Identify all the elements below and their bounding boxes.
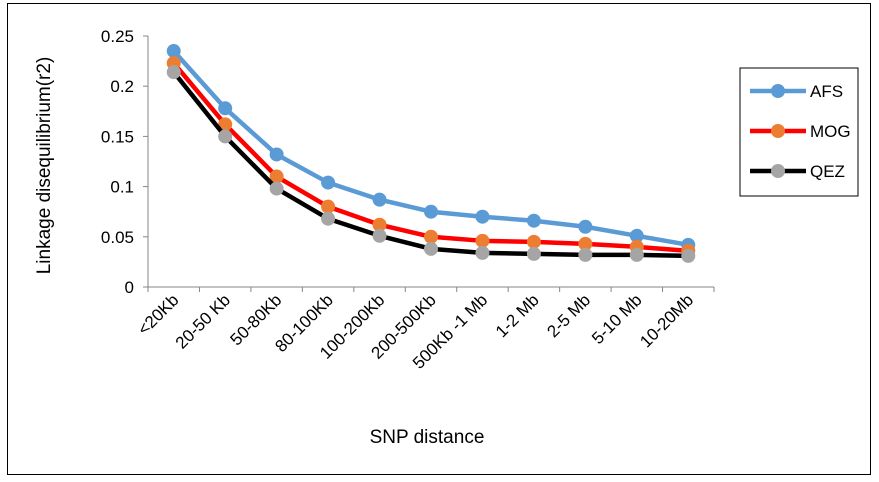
data-point (372, 192, 387, 207)
y-tick-label: 0.2 (110, 77, 134, 96)
data-point (218, 101, 233, 116)
data-point (372, 217, 387, 232)
data-point (578, 219, 593, 234)
data-point (166, 44, 181, 59)
data-point (166, 65, 181, 80)
data-point (218, 129, 233, 144)
legend-marker (771, 124, 785, 138)
y-tick-label: 0.15 (101, 127, 134, 146)
data-point (681, 248, 696, 263)
x-tick-label: 2-5 Mb (543, 290, 594, 341)
x-tick-label: <20Kb (134, 290, 183, 339)
data-point (629, 228, 644, 243)
data-point (321, 175, 336, 190)
data-point (629, 247, 644, 262)
series-line (172, 61, 689, 254)
data-point (372, 228, 387, 243)
y-tick-label: 0.25 (101, 27, 134, 46)
y-tick-label: 0 (125, 278, 134, 297)
data-point (526, 246, 541, 261)
data-point (475, 233, 490, 248)
y-axis: 0 0.05 0.1 0.15 0.2 0.25 (101, 27, 149, 297)
y-tick-label: 0.05 (101, 228, 134, 247)
data-point (269, 181, 284, 196)
data-point (424, 241, 438, 256)
data-point (424, 229, 438, 244)
data-point (321, 211, 336, 226)
data-point (526, 213, 541, 228)
data-point (578, 247, 593, 262)
series-qez (166, 65, 696, 263)
x-axis-title: SNP distance (370, 427, 485, 448)
x-tick-label: 20-50 Kb (172, 290, 234, 352)
data-point (475, 245, 490, 260)
series-line (171, 70, 689, 259)
x-tick-label: 1-2 Mb (492, 290, 543, 341)
data-point (424, 204, 438, 219)
data-point (526, 234, 541, 249)
data-point (269, 169, 284, 184)
y-axis-title: Linkage disequilibrium(r2) (34, 57, 55, 275)
legend-item: AFS (750, 82, 843, 101)
data-point (578, 236, 593, 251)
legend-item: MOG (750, 122, 851, 141)
legend-marker (771, 84, 785, 98)
data-point (321, 199, 336, 214)
data-point (475, 209, 490, 224)
legend-label: QEZ (810, 162, 845, 181)
legend-marker (771, 164, 785, 178)
data-point (269, 147, 284, 162)
legend: AFS MOG QEZ (739, 67, 859, 197)
legend-label: MOG (810, 122, 851, 141)
x-tick-label: 10-20Mb (636, 290, 697, 351)
y-tick-label: 0.1 (110, 178, 134, 197)
legend-item: QEZ (750, 162, 845, 181)
legend-label: AFS (810, 82, 843, 101)
data-point (218, 117, 233, 132)
series-layer (166, 44, 696, 263)
